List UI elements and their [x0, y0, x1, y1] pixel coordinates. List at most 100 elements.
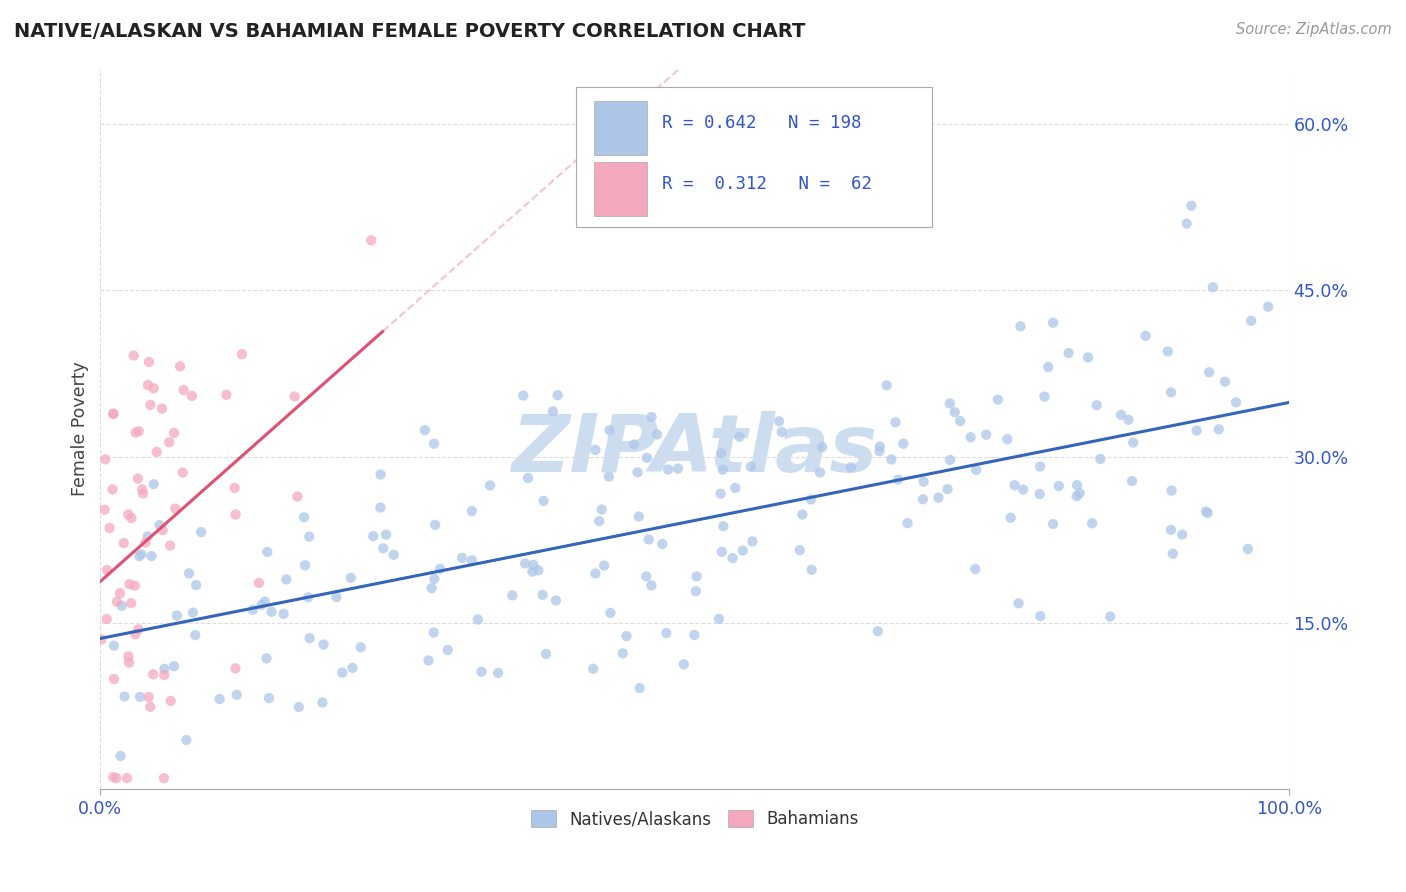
Point	[413, 423, 436, 437]
Point	[159, 539, 181, 553]
Point	[1197, 506, 1219, 520]
Point	[1077, 351, 1099, 365]
Point	[124, 579, 146, 593]
Point	[1157, 344, 1180, 359]
Point	[184, 628, 207, 642]
Point	[598, 469, 620, 483]
Point	[685, 569, 707, 583]
Point	[1033, 390, 1056, 404]
Point	[350, 640, 373, 655]
Point	[672, 657, 695, 672]
Point	[1066, 489, 1088, 503]
Point	[1099, 609, 1122, 624]
Point	[531, 588, 554, 602]
Point	[176, 733, 198, 747]
Point	[163, 659, 186, 673]
Point	[640, 409, 662, 424]
Point	[298, 631, 321, 645]
Point	[868, 444, 890, 458]
Point	[655, 626, 678, 640]
Point	[1010, 319, 1032, 334]
Point	[127, 472, 149, 486]
Point	[876, 378, 898, 392]
Point	[547, 388, 569, 402]
Point	[361, 529, 384, 543]
Point	[911, 492, 934, 507]
Point	[939, 453, 962, 467]
Point	[418, 653, 440, 667]
Point	[912, 475, 935, 489]
Point	[375, 527, 398, 541]
Point	[118, 656, 141, 670]
Point	[657, 462, 679, 476]
Point	[943, 405, 966, 419]
Point	[768, 414, 790, 428]
Point	[711, 519, 734, 533]
Point	[588, 514, 610, 528]
Point	[884, 415, 907, 429]
Point	[1213, 375, 1236, 389]
Point	[800, 492, 823, 507]
FancyBboxPatch shape	[593, 101, 647, 155]
Point	[612, 646, 634, 660]
Point	[1029, 609, 1052, 624]
Point	[142, 667, 165, 681]
Point	[122, 349, 145, 363]
FancyBboxPatch shape	[575, 87, 932, 227]
Point	[276, 573, 298, 587]
Point	[800, 563, 823, 577]
Point	[839, 460, 862, 475]
Point	[1007, 596, 1029, 610]
Point	[685, 584, 707, 599]
Point	[1161, 547, 1184, 561]
Point	[101, 483, 124, 497]
Point	[96, 563, 118, 577]
Point	[173, 383, 195, 397]
Point	[288, 700, 311, 714]
Point	[127, 623, 149, 637]
Point	[136, 529, 159, 543]
Point	[225, 508, 247, 522]
Point	[1057, 346, 1080, 360]
FancyBboxPatch shape	[593, 162, 647, 216]
Point	[949, 414, 972, 428]
Point	[103, 672, 125, 686]
Point	[124, 627, 146, 641]
Point	[94, 452, 117, 467]
Point	[129, 690, 152, 704]
Point	[142, 381, 165, 395]
Point	[461, 553, 484, 567]
Point	[1257, 300, 1279, 314]
Point	[129, 547, 152, 561]
Point	[169, 359, 191, 374]
Point	[382, 548, 405, 562]
Point	[429, 562, 451, 576]
Point	[1175, 217, 1198, 231]
Point	[628, 681, 651, 695]
Point	[215, 388, 238, 402]
Point	[423, 572, 446, 586]
Point	[1202, 280, 1225, 294]
Point	[231, 347, 253, 361]
Point	[141, 549, 163, 563]
Point	[172, 466, 194, 480]
Point	[93, 502, 115, 516]
Point	[422, 625, 444, 640]
Point	[501, 588, 523, 602]
Point	[1004, 478, 1026, 492]
Point	[710, 446, 733, 460]
Point	[522, 565, 544, 579]
Point	[120, 511, 142, 525]
Point	[284, 390, 307, 404]
Point	[1029, 459, 1052, 474]
Point	[142, 477, 165, 491]
Point	[887, 473, 910, 487]
Point	[683, 628, 706, 642]
Point	[666, 461, 689, 475]
Point	[710, 545, 733, 559]
Point	[149, 518, 172, 533]
Point	[623, 437, 645, 451]
Point	[330, 665, 353, 680]
Point	[111, 599, 134, 613]
Point	[115, 771, 138, 785]
